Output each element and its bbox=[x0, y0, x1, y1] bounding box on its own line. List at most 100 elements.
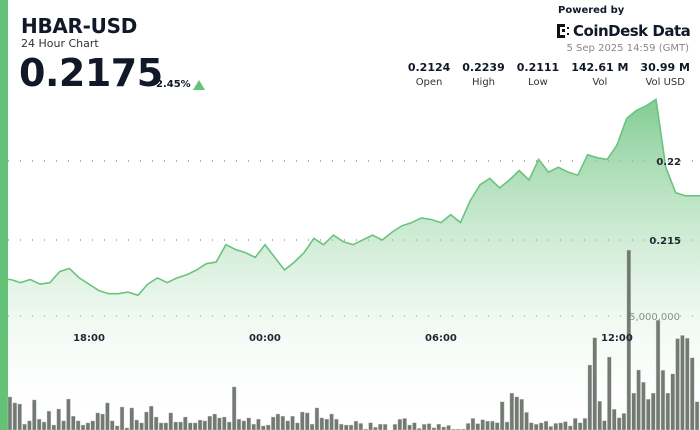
volume-bar bbox=[436, 423, 441, 430]
volume-bar bbox=[163, 422, 168, 430]
volume-bar bbox=[680, 335, 685, 430]
volume-bar bbox=[602, 420, 607, 430]
volume-bar bbox=[71, 415, 76, 430]
x-tick-label: 12:00 bbox=[601, 333, 633, 344]
volume-tick-label: 5,000,000 bbox=[629, 312, 680, 323]
volume-bar bbox=[105, 402, 110, 430]
volume-bar bbox=[202, 420, 207, 430]
volume-bar bbox=[524, 412, 529, 430]
timestamp: 5 Sep 2025 14:59 (GMT) bbox=[566, 43, 689, 54]
volume-bar bbox=[480, 419, 485, 430]
volume-bar bbox=[694, 401, 700, 430]
volume-bar bbox=[422, 424, 427, 430]
volume-bar bbox=[56, 408, 61, 430]
volume-bar bbox=[300, 411, 305, 430]
volume-bar bbox=[12, 402, 17, 430]
stat-low: 0.2111 Low bbox=[516, 61, 560, 88]
volume-bar bbox=[670, 373, 675, 430]
stat-open: 0.2124 Open bbox=[407, 61, 451, 88]
volume-bar bbox=[178, 421, 183, 430]
volume-bar bbox=[231, 386, 237, 430]
volume-bar bbox=[149, 405, 154, 430]
volume-bar bbox=[134, 419, 139, 430]
stat-vol-usd: 30.99 M Vol USD bbox=[640, 61, 690, 88]
volume-bar bbox=[290, 415, 295, 430]
stat-high: 0.2239 High bbox=[462, 61, 505, 88]
price-change: 2.45% bbox=[156, 79, 191, 90]
volume-bar bbox=[358, 423, 363, 430]
volume-bar bbox=[465, 423, 471, 430]
volume-bar bbox=[631, 392, 636, 430]
volume-bar bbox=[490, 420, 495, 430]
volume-bar bbox=[568, 425, 573, 430]
up-arrow-icon bbox=[193, 80, 205, 90]
volume-bar bbox=[655, 320, 661, 430]
x-tick-label: 00:00 bbox=[249, 333, 281, 344]
volume-bar bbox=[51, 424, 57, 430]
volume-bar bbox=[495, 422, 500, 430]
volume-bar bbox=[271, 416, 276, 430]
volume-bar bbox=[558, 422, 563, 430]
volume-bar bbox=[217, 417, 222, 430]
volume-bar bbox=[592, 337, 597, 430]
volume-bar bbox=[539, 422, 544, 430]
volume-bar bbox=[37, 418, 42, 430]
volume-bar bbox=[7, 396, 13, 430]
volume-bar bbox=[446, 425, 451, 430]
volume-bar bbox=[119, 406, 125, 430]
volume-bar bbox=[378, 423, 383, 430]
volume-bar bbox=[212, 413, 217, 430]
stat-vol: 142.61 M Vol bbox=[571, 61, 629, 88]
volume-bar bbox=[344, 424, 349, 430]
volume-bar bbox=[426, 423, 432, 430]
volume-bar bbox=[158, 422, 164, 430]
volume-bar bbox=[665, 392, 671, 430]
current-price: 0.2175 bbox=[19, 51, 163, 95]
volume-bar bbox=[173, 421, 178, 430]
volume-bar bbox=[295, 422, 300, 430]
volume-bar bbox=[334, 418, 339, 430]
volume-bar bbox=[636, 369, 641, 430]
coindesk-logo[interactable]: CoinDesk Data bbox=[557, 22, 691, 40]
volume-bar bbox=[651, 392, 656, 430]
volume-bar bbox=[504, 421, 510, 430]
volume-bar bbox=[534, 424, 539, 430]
volume-bar bbox=[275, 413, 281, 430]
volume-bar bbox=[183, 416, 188, 430]
volume-bar bbox=[621, 413, 627, 430]
volume-bar bbox=[305, 412, 310, 430]
volume-bar bbox=[587, 364, 593, 430]
volume-bar bbox=[607, 356, 612, 430]
volume-bar bbox=[85, 422, 91, 430]
volume-bar bbox=[582, 418, 588, 430]
volume-bar bbox=[100, 413, 105, 430]
volume-bar bbox=[129, 407, 134, 430]
volume-bar bbox=[75, 420, 81, 430]
volume-bar bbox=[353, 420, 359, 430]
price-area bbox=[8, 99, 700, 430]
volume-bar bbox=[246, 417, 251, 430]
pair-title: HBAR-USD bbox=[21, 14, 138, 38]
volume-bar bbox=[412, 422, 417, 430]
volume-bar bbox=[236, 418, 242, 430]
volume-bar bbox=[168, 412, 173, 430]
brand-name: CoinDesk Data bbox=[573, 22, 691, 40]
volume-bar bbox=[475, 423, 480, 430]
volume-bar bbox=[46, 410, 52, 430]
coindesk-logo-icon bbox=[557, 24, 569, 38]
volume-bar bbox=[222, 416, 227, 430]
volume-bar bbox=[402, 418, 407, 430]
chart-subtitle: 24 Hour Chart bbox=[21, 37, 99, 50]
volume-bar bbox=[339, 423, 344, 430]
volume-bar bbox=[397, 419, 402, 430]
volume-bar bbox=[543, 420, 549, 430]
volume-bar bbox=[529, 422, 534, 430]
volume-bar bbox=[309, 423, 315, 430]
x-tick-label: 18:00 bbox=[73, 333, 105, 344]
volume-bar bbox=[578, 422, 583, 430]
volume-bar bbox=[227, 421, 232, 430]
stats-row: 0.2124 Open 0.2239 High 0.2111 Low 142.61 M… bbox=[396, 61, 690, 88]
volume-bar bbox=[485, 420, 490, 430]
volume-bar bbox=[514, 396, 519, 430]
